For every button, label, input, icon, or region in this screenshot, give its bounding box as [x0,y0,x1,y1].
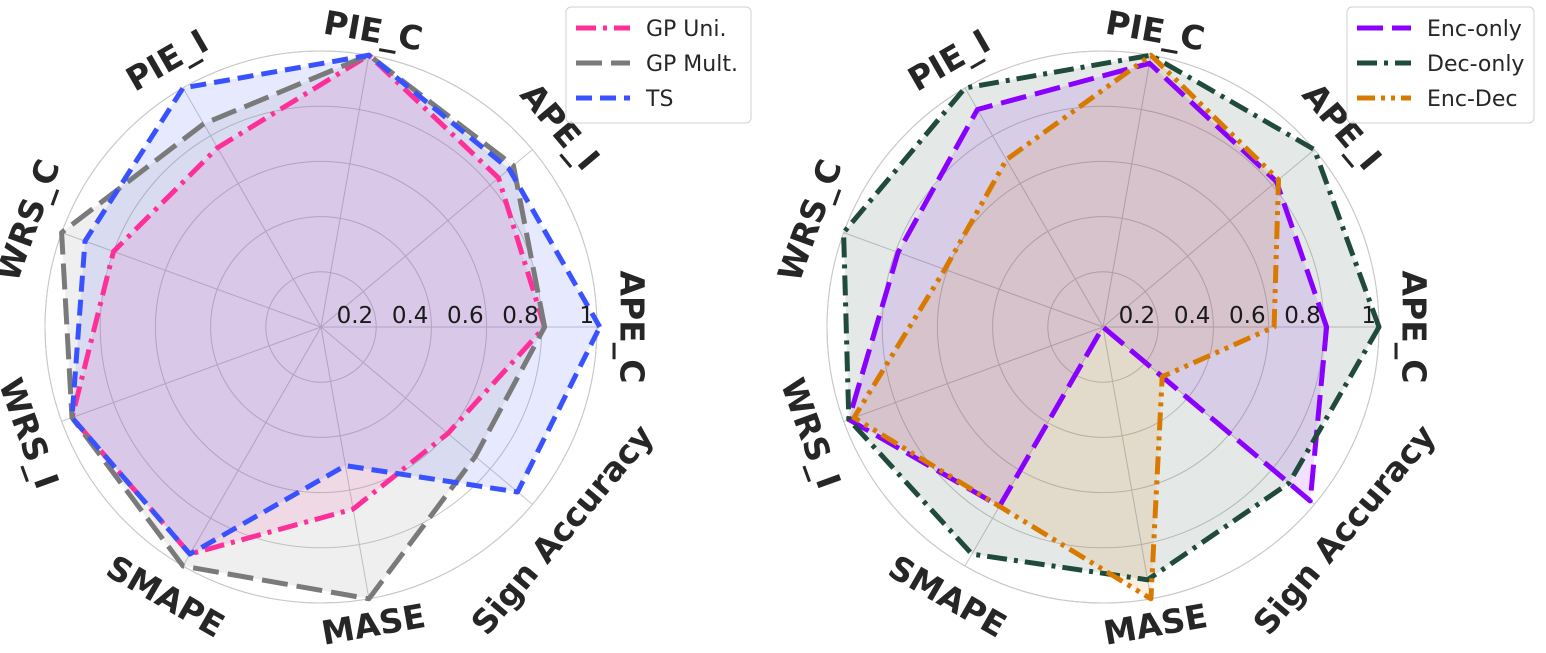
series-fill-ts [72,55,600,555]
series-fill-enc-dec [854,55,1279,599]
grid-spoke [843,232,1104,328]
axis-label-ape-c: APE_C [1395,271,1434,384]
radial-tick-label: 1 [579,303,594,329]
grid-spoke [1102,55,1152,328]
radial-tick-label: 1 [1361,303,1376,329]
axis-label-mase: MASE [1101,596,1211,653]
axis-label-pie-c: PIE_C [1103,3,1208,59]
legend: GP Uni. GP Mult. TS [565,6,752,124]
radial-tick-label: 0.4 [392,303,429,329]
radial-tick-label: 0.2 [337,303,374,329]
grid-spoke [61,232,322,328]
series-line-enc-dec [851,52,1281,602]
grid-spoke [964,87,1104,328]
series-line-ts [69,52,603,557]
grid-spoke [182,326,322,567]
radial-tick-label: 0.8 [1284,303,1321,329]
radar-chart-left: 0.2 0.4 0.6 0.8 1 APE_CAPE_IPIE_CPIE_IWRS_CWR… [0,3,752,653]
series-line-enc-only [846,60,1330,509]
radial-tick-label: 0.4 [1174,303,1211,329]
radial-tick-label: 0.6 [1229,303,1266,329]
legend-label-enc-dec: Enc-Dec [1427,87,1517,112]
grid-spoke [61,326,322,422]
series-fill-gp-mult [61,55,545,599]
legend-frame [1346,6,1535,124]
legend-label-dec-only: Dec-only [1427,52,1524,77]
axis-label-wrs-i: WRS_I [773,373,849,494]
axis-label-smape: SMAPE [882,547,1013,645]
legend-frame [565,6,752,124]
radial-tick-label: 0.6 [447,303,484,329]
legend: Enc-only Dec-only Enc-Dec [1346,6,1535,124]
grid-spoke [182,87,322,328]
legend-label-gp-uni: GP Uni. [646,17,726,42]
legend-label-enc-only: Enc-only [1427,17,1522,42]
grid-spoke [320,326,370,599]
axis-label-wrs-c: WRS_C [0,154,68,286]
axis-label-pie-c: PIE_C [321,3,426,59]
grid-spoke [320,326,533,505]
legend-label-ts: TS [645,87,673,112]
series-line-gp-uni [69,52,548,557]
series-line-dec-only [841,52,1382,583]
axis-label-wrs-i: WRS_I [0,373,67,494]
radar-chart-right: 0.2 0.4 0.6 0.8 1 APE_CAPE_IPIE_CPIE_IWRS_CWR… [770,3,1535,653]
radial-tick-label: 0.8 [502,303,539,329]
series-fill-gp-uni [72,55,545,555]
axis-label-wrs-c: WRS_C [770,154,850,286]
legend-label-gp-mult: GP Mult. [646,52,738,77]
grid-spoke [843,326,1104,422]
series-fill-enc-only [848,63,1327,507]
axis-label-mase: MASE [319,596,429,653]
grid-spoke [320,55,370,328]
axis-label-ape-c: APE_C [613,271,652,384]
grid-spoke [1102,326,1152,599]
series-line-gp-mult [59,52,548,602]
radial-tick-label: 0.2 [1119,303,1156,329]
